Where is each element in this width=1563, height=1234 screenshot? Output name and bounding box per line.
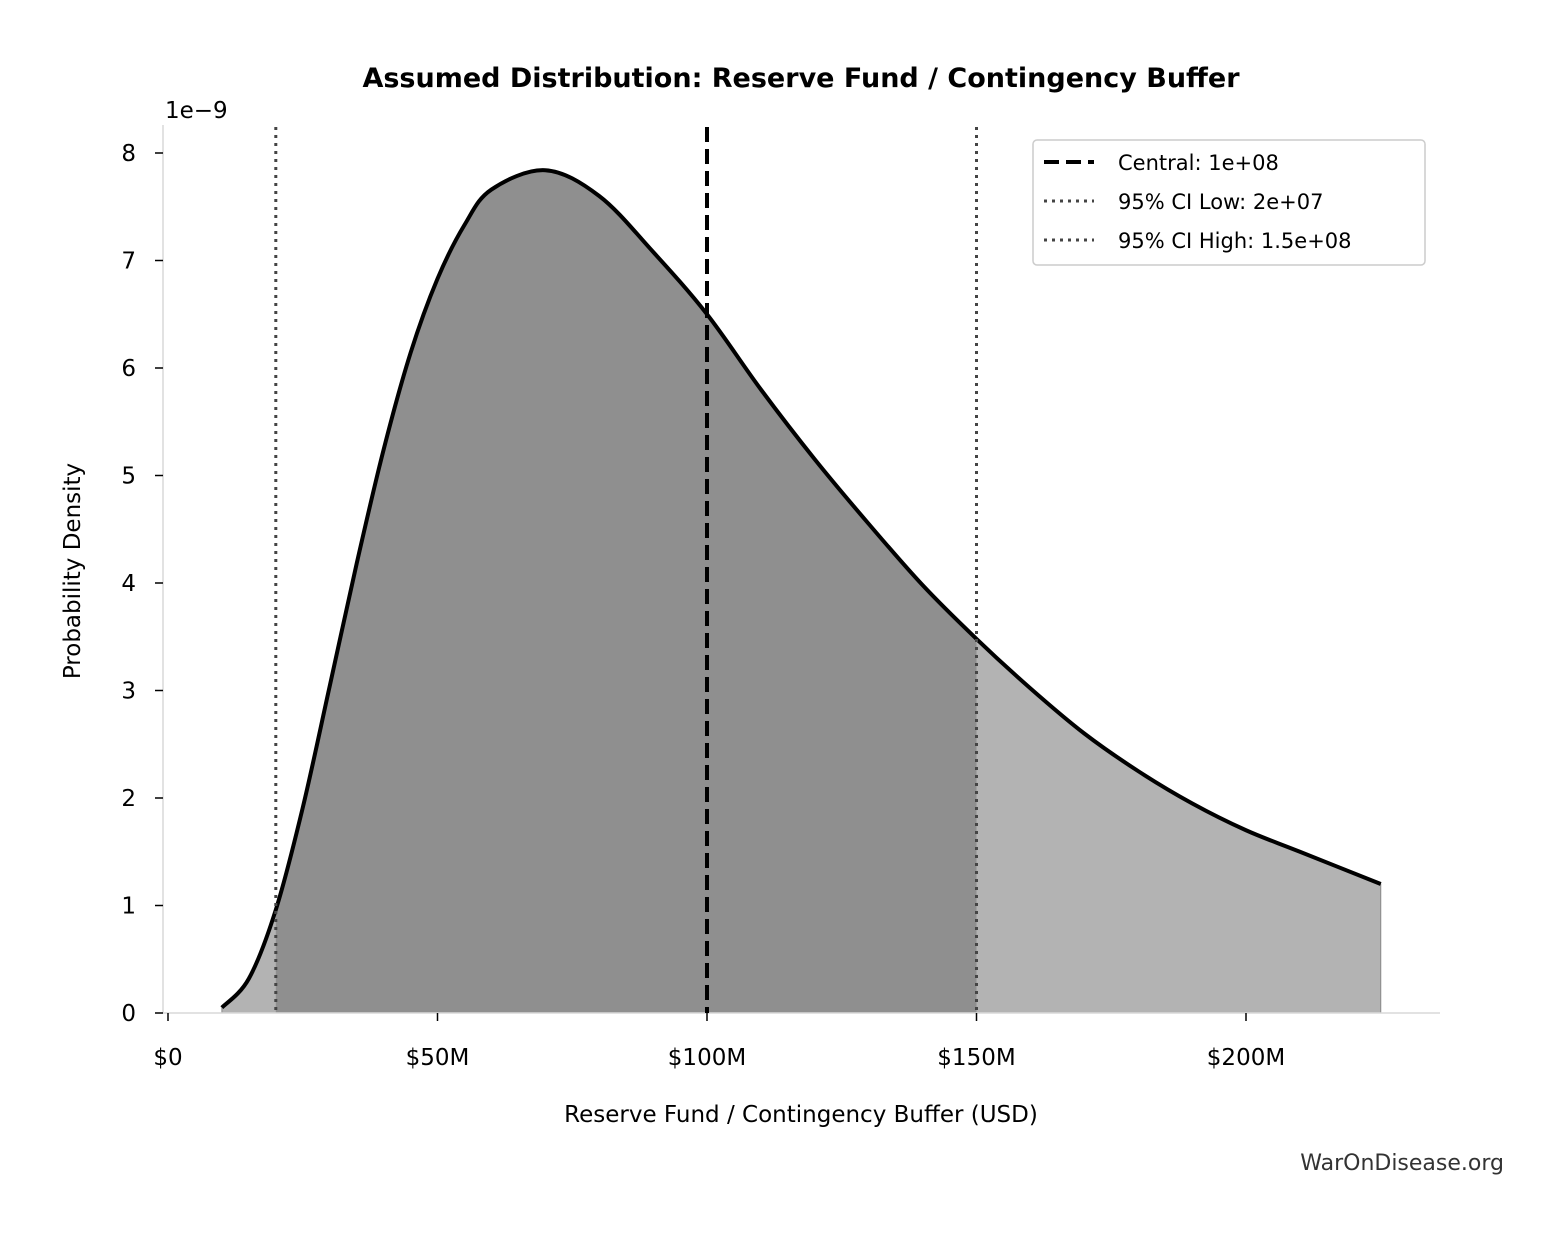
y-tick-label: 6 [121, 356, 136, 382]
legend-entry-2: 95% CI High: 1.5e+08 [1118, 229, 1352, 253]
x-tick-label: $100M [668, 1045, 746, 1071]
plot-area [162, 125, 1440, 1014]
x-axis-label: Reserve Fund / Contingency Buffer (USD) [564, 1102, 1038, 1128]
y-tick-label: 0 [121, 1001, 136, 1027]
y-offset-label: 1e−9 [165, 98, 228, 124]
legend-entry-0: Central: 1e+08 [1118, 151, 1279, 175]
x-axis: $0 $50M $100M $150M $200M [153, 1013, 1285, 1071]
y-axis-label: Probability Density [60, 463, 86, 679]
legend-box [1032, 139, 1426, 266]
y-axis: 0 1 2 3 4 5 6 7 8 [121, 141, 163, 1027]
y-tick-label: 8 [121, 141, 136, 167]
y-tick-label: 1 [121, 894, 136, 920]
y-tick-label: 7 [121, 249, 136, 275]
y-tick-label: 3 [121, 679, 136, 705]
y-tick-label: 5 [121, 464, 136, 490]
x-tick-label: $0 [153, 1045, 182, 1071]
ci-fill [275, 170, 977, 1013]
y-tick-label: 2 [121, 786, 136, 812]
density-curve [220, 168, 1382, 1010]
chart-title: Assumed Distribution: Reserve Fund / Con… [362, 63, 1240, 94]
x-tick-label: $50M [406, 1045, 470, 1071]
x-tick-label: $150M [937, 1045, 1015, 1071]
watermark: WarOnDisease.org [1300, 1151, 1504, 1176]
x-tick-label: $200M [1207, 1045, 1285, 1071]
legend: Central: 1e+08 95% CI Low: 2e+07 95% CI Hi… [1032, 139, 1426, 266]
legend-entry-1: 95% CI Low: 2e+07 [1118, 190, 1323, 214]
y-tick-label: 4 [121, 571, 136, 597]
